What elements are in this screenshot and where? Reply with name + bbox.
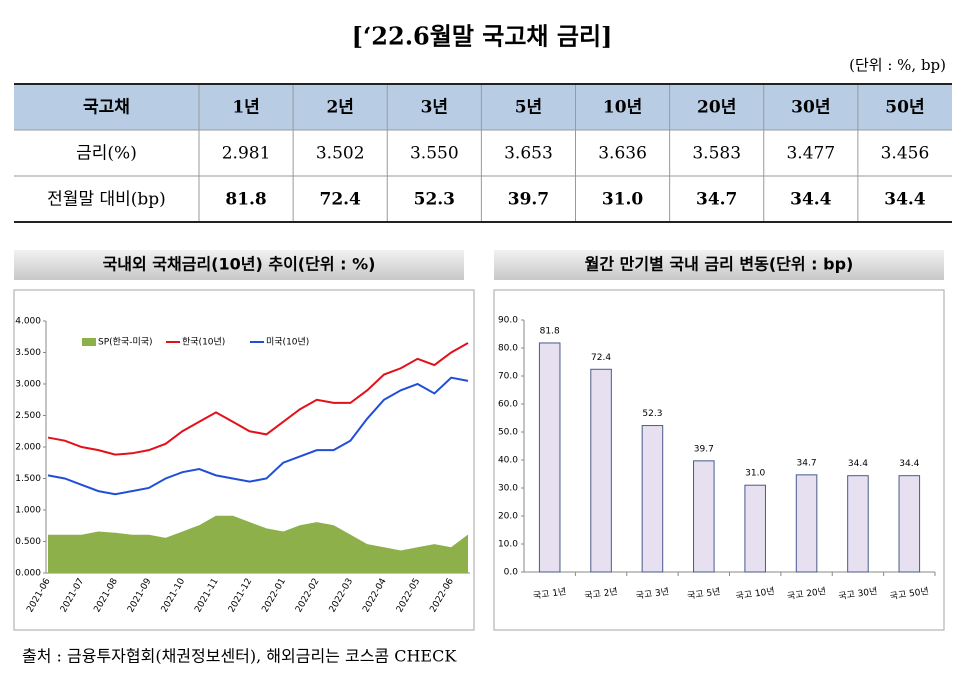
table-header-cell: 1년 <box>232 98 259 118</box>
table-header-cell: 20년 <box>697 98 736 118</box>
right-section-header <box>494 250 944 280</box>
y-tick-label: 90.0 <box>498 316 518 326</box>
table-header-cell: 국고채 <box>83 98 130 118</box>
table-cell: 전월말 대비(bp) <box>47 190 166 210</box>
legend-swatch <box>82 338 96 346</box>
legend-label: SP(한국-미국) <box>98 337 153 348</box>
table-cell: 금리(%) <box>76 144 137 164</box>
data-label: 34.7 <box>797 458 817 468</box>
table-header-cell: 50년 <box>885 98 924 118</box>
table-cell: 39.7 <box>508 190 549 210</box>
bar <box>744 484 766 573</box>
x-tick-label: 국고 50년 <box>889 586 929 602</box>
data-label: 31.0 <box>745 469 765 479</box>
x-tick-label: 국고 5년 <box>686 586 721 602</box>
y-tick-label: 3.500 <box>15 348 41 358</box>
y-tick-label: 3.000 <box>15 380 41 390</box>
table-cell: 3.456 <box>881 144 930 164</box>
bar <box>693 460 715 573</box>
table-cell: 81.8 <box>225 190 266 210</box>
y-tick-label: 40.0 <box>498 456 518 466</box>
table-header-cell: 2년 <box>326 98 353 118</box>
data-label: 52.3 <box>642 409 662 419</box>
x-tick-label: 국고 3년 <box>635 586 670 602</box>
area-line <box>48 515 469 552</box>
x-tick-label: 국고 1년 <box>532 586 567 602</box>
bar <box>898 475 921 573</box>
y-tick-label: 50.0 <box>498 428 518 438</box>
table-cell: 52.3 <box>414 190 455 210</box>
left-section-header <box>14 250 464 280</box>
source-note: 출처 : 금융투자협회(채권정보센터), 해외금리는 코스콤 CHECK <box>22 647 457 666</box>
table-cell: 72.4 <box>319 190 361 210</box>
table-cell: 2.981 <box>222 144 271 164</box>
unit-note: (단위 : %, bp) <box>849 56 946 74</box>
table-cell: 3.550 <box>410 144 459 164</box>
table-cell: 3.477 <box>786 144 835 164</box>
y-tick-label: 80.0 <box>498 344 518 354</box>
series-line <box>47 376 469 496</box>
table-cell: 3.636 <box>598 144 647 164</box>
table-cell: 3.653 <box>504 144 553 164</box>
table-header-cell: 3년 <box>421 98 448 118</box>
legend-label: 한국(10년) <box>182 337 225 348</box>
table-cell: 34.7 <box>696 190 737 210</box>
x-tick-label: 국고 10년 <box>735 586 775 602</box>
y-tick-label: 30.0 <box>498 484 518 494</box>
data-label: 34.4 <box>899 459 919 469</box>
bar <box>590 368 612 573</box>
y-tick-label: 1.500 <box>15 474 41 484</box>
table-cell: 34.4 <box>790 190 832 210</box>
area-fill <box>48 516 468 573</box>
data-label: 34.4 <box>848 459 868 469</box>
y-tick-label: 20.0 <box>498 512 518 522</box>
table-header-cell: 10년 <box>603 98 642 118</box>
y-tick-label: 70.0 <box>498 372 518 382</box>
y-tick-label: 0.000 <box>15 569 41 579</box>
bar <box>538 342 561 573</box>
y-tick-label: 0.500 <box>15 537 41 547</box>
page-title: [‘22.6월말 국고채 금리] <box>352 22 613 51</box>
right-chart-frame <box>493 289 945 631</box>
y-tick-label: 2.000 <box>15 443 41 453</box>
y-tick-label: 60.0 <box>498 400 518 410</box>
data-label: 39.7 <box>694 444 714 454</box>
data-label: 81.8 <box>540 326 560 336</box>
table-cell: 3.583 <box>692 144 741 164</box>
x-tick-label: 국고 20년 <box>786 586 826 602</box>
y-tick-label: 2.500 <box>15 411 41 421</box>
table-cell: 3.502 <box>316 144 365 164</box>
x-tick-label: 국고 2년 <box>584 586 619 602</box>
y-tick-label: 0.0 <box>504 568 519 578</box>
bar <box>847 475 869 573</box>
chart-title: 국내외 국채금리(10년) 추이(단위 : %) <box>103 255 376 274</box>
x-tick-label: 국고 30년 <box>838 586 878 602</box>
table-header-bg <box>14 84 952 130</box>
data-label: 72.4 <box>591 353 611 363</box>
table-header-cell: 5년 <box>515 98 542 118</box>
table-cell: 34.4 <box>884 190 926 210</box>
series-line <box>47 342 469 456</box>
bar <box>641 425 664 573</box>
legend-label: 미국(10년) <box>266 337 309 348</box>
y-tick-label: 1.000 <box>15 506 41 516</box>
table-header-cell: 30년 <box>791 98 830 118</box>
y-tick-label: 10.0 <box>498 540 518 550</box>
chart-title: 월간 만기별 국내 금리 변동(단위 : bp) <box>585 255 854 274</box>
y-tick-label: 4.000 <box>15 317 41 327</box>
table-cell: 31.0 <box>602 190 644 210</box>
bar <box>795 474 818 573</box>
